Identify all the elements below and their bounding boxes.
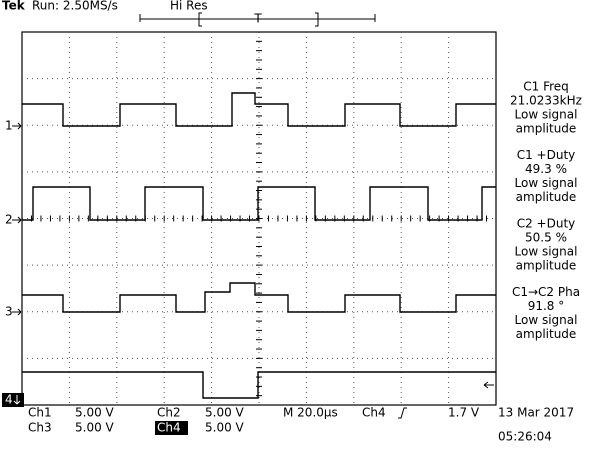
meas-label: C2 +Duty	[517, 217, 576, 231]
meas-value: 49.3 %	[525, 162, 567, 176]
trigger-level-arrow	[483, 381, 494, 389]
channel-markers: 1 2 3 4	[2, 119, 24, 407]
timebase: M 20.0µs	[283, 406, 338, 420]
meas-note: amplitude	[516, 259, 577, 273]
meas-value: 21.0233kHz	[510, 94, 582, 108]
ch4-waveform	[22, 371, 496, 399]
ch-scale: 5.00 V	[75, 421, 115, 435]
marker-arrow	[12, 216, 22, 224]
ch-name: Ch1	[28, 406, 52, 420]
acq-mode: Hi Res	[170, 0, 208, 13]
ch2-waveform	[22, 186, 496, 221]
meas-note: Low signal	[515, 245, 578, 259]
channel-marker: 2	[5, 213, 13, 227]
ch4-highlight	[155, 421, 188, 435]
ch-scale: 5.00 V	[205, 406, 245, 420]
brand: Tek	[2, 0, 26, 13]
bracket-left	[198, 12, 202, 27]
meas-value: 50.5 %	[525, 231, 567, 245]
ch3-waveform	[22, 282, 496, 313]
meas-note: amplitude	[516, 327, 577, 341]
date: 13 Mar 2017	[498, 406, 574, 420]
meas-label: C1 Freq	[523, 80, 569, 94]
ch-scale: 5.00 V	[205, 421, 245, 435]
trigger-pos: T	[253, 12, 262, 26]
meas-note: Low signal	[515, 176, 578, 190]
channel-marker: 3	[5, 305, 13, 319]
meas-label: C1 +Duty	[517, 148, 576, 162]
meas-note: Low signal	[515, 313, 578, 327]
ch-name: Ch2	[157, 406, 181, 420]
time: 05:26:04	[498, 430, 552, 444]
meas-note: amplitude	[516, 190, 577, 204]
marker-arrow	[13, 395, 21, 405]
channel-marker: 1	[5, 119, 13, 133]
trigger-source: Ch4	[362, 406, 386, 420]
meas-note: amplitude	[516, 122, 577, 136]
meas-note: Low signal	[515, 108, 578, 122]
ch4-marker-bg	[2, 393, 24, 407]
bracket-right	[315, 12, 319, 27]
meas-label: C1→C2 Pha	[512, 285, 580, 299]
ch-name: Ch3	[28, 421, 52, 435]
trigger-slope	[398, 407, 407, 419]
run-status: Run: 2.50MS/s	[32, 0, 118, 13]
trigger-bracket: T	[139, 12, 376, 27]
meas-value: 91.8 °	[528, 299, 565, 313]
graticule	[21, 31, 497, 406]
marker-arrow	[12, 308, 22, 316]
trigger-level: 1.7 V	[448, 406, 480, 420]
channel-marker: 4	[5, 393, 13, 407]
ch-name: Ch4	[157, 421, 181, 435]
marker-arrow	[12, 122, 22, 130]
ch-scale: 5.00 V	[75, 406, 115, 420]
ch1-waveform	[22, 92, 496, 127]
